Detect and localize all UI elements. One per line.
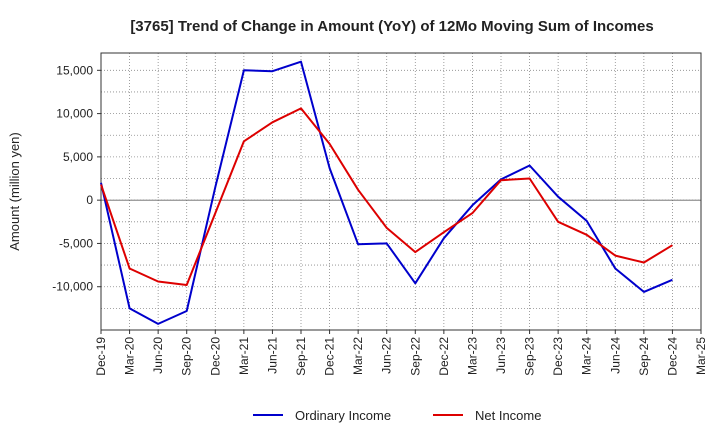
y-tick-label: 10,000: [56, 107, 93, 121]
series-line-net-income: [100, 107, 673, 286]
y-tick-label: 5,000: [63, 150, 93, 164]
x-tick-label: Jun-22: [380, 337, 394, 374]
series-line-ordinary-income: [100, 60, 673, 325]
x-tick-label: Dec-19: [94, 337, 108, 376]
x-tick-label: Dec-22: [437, 337, 451, 376]
x-tick-label: Dec-23: [551, 337, 565, 376]
x-tick-label: Mar-25: [694, 337, 708, 375]
x-tick-label: Mar-23: [465, 337, 479, 375]
x-tick-label: Mar-21: [237, 337, 251, 375]
x-tick-label: Dec-20: [208, 337, 222, 376]
x-tick-label: Sep-23: [523, 337, 537, 376]
x-tick-label: Jun-21: [265, 337, 279, 374]
x-tick-label: Mar-20: [123, 337, 137, 375]
x-tick-label: Jun-24: [608, 337, 622, 374]
legend-label-ordinary-income: Ordinary Income: [295, 408, 391, 423]
x-tick-label: Mar-22: [351, 337, 365, 375]
chart-title: [3765] Trend of Change in Amount (YoY) o…: [130, 18, 653, 35]
x-tick-label: Sep-21: [294, 337, 308, 376]
x-axis-ticks: Dec-19 Mar-20 Jun-20 Sep-20 Dec-20 Mar-21 Jun-…: [94, 330, 708, 376]
x-tick-label: Dec-24: [665, 337, 679, 376]
y-tick-label: 15,000: [56, 63, 93, 77]
legend: Ordinary Income Net Income: [253, 408, 541, 423]
x-tick-label: Jun-23: [494, 337, 508, 374]
legend-label-net-income: Net Income: [475, 408, 541, 423]
x-tick-label: Mar-24: [580, 337, 594, 375]
y-axis-ticks: -10,000 -5,000 0 5,000 10,000 15,000: [52, 63, 101, 294]
x-tick-label: Jun-20: [151, 337, 165, 374]
y-tick-label: -5,000: [59, 236, 93, 250]
x-tick-label: Sep-24: [637, 337, 651, 376]
plot-frame: [100, 52, 702, 331]
x-tick-label: Dec-21: [323, 337, 337, 376]
series: [100, 60, 673, 325]
y-tick-label: 0: [86, 193, 93, 207]
y-axis-label: Amount (million yen): [7, 132, 22, 251]
y-tick-label: -10,000: [52, 280, 93, 294]
x-tick-label: Sep-22: [408, 337, 422, 376]
grid: [101, 53, 701, 330]
x-tick-label: Sep-20: [180, 337, 194, 376]
